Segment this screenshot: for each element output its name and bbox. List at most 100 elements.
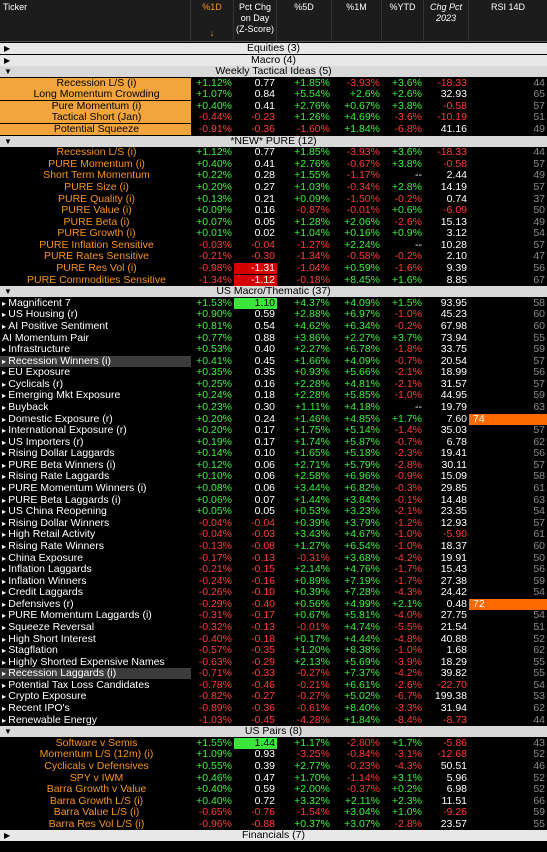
table-row[interactable]: Potential Squeeze -0.91% -0.36 -1.60% +1.84%…: [0, 124, 547, 136]
table-row[interactable]: ▸ Recession Winners (i) +0.41% 0.45 +1.66% +…: [0, 355, 547, 367]
table-row[interactable]: ▸ International Exposure (r) +0.20% 0.17 +1…: [0, 425, 547, 436]
expand-triangle-icon[interactable]: ▸: [2, 484, 9, 494]
ticker-name[interactable]: ▸ AI Positive Sentiment: [0, 321, 191, 332]
expand-triangle-icon[interactable]: ▸: [2, 657, 9, 667]
table-row[interactable]: AI Momentum Pair +0.77% 0.88 +3.86% +2.27% +3…: [0, 333, 547, 344]
ticker-name[interactable]: Pure Momentum (i): [0, 100, 191, 112]
ticker-name[interactable]: ▸ Stagflation: [0, 645, 191, 656]
table-row[interactable]: ▸ Rising Dollar Winners -0.04% -0.04 +0.39%…: [0, 518, 547, 529]
table-row[interactable]: PURE Value (i) +0.09% 0.16 -0.87% -0.01% +0.6…: [0, 205, 547, 216]
expand-triangle-icon[interactable]: ▸: [2, 437, 9, 447]
expand-triangle-icon[interactable]: ▸: [2, 379, 9, 389]
expand-triangle-icon[interactable]: ▸: [2, 310, 9, 320]
expand-triangle-icon[interactable]: ▸: [2, 495, 9, 505]
ticker-name[interactable]: ▸ US Importers (r): [0, 437, 191, 448]
ticker-name[interactable]: ▸ Recession Laggards (i): [0, 668, 191, 680]
table-row[interactable]: PURE Res Vol (i) -0.98% -1.31 -1.04% +0.59% -…: [0, 263, 547, 275]
ticker-name[interactable]: PURE Commodities Sensitive: [0, 275, 191, 286]
ticker-name[interactable]: ▸ PURE Beta Winners (i): [0, 460, 191, 471]
expand-triangle-icon[interactable]: ▸: [2, 599, 9, 609]
section-header[interactable]: ▶ Equities (3): [0, 43, 547, 54]
section-header[interactable]: ▶ Macro (4): [0, 54, 547, 66]
ticker-name[interactable]: PURE Res Vol (i): [0, 263, 191, 274]
expand-triangle-icon[interactable]: ▸: [2, 565, 9, 575]
table-row[interactable]: ▸ Renewable Energy -1.03% -0.45 -4.28% +1.84…: [0, 715, 547, 726]
expand-triangle-icon[interactable]: ▸: [2, 623, 9, 632]
table-row[interactable]: ▸ China Exposure -0.17% -0.13 -0.31% +3.68% -…: [0, 553, 547, 564]
table-row[interactable]: PURE Beta (i) +0.07% 0.05 +1.28% +2.06% -2.6%…: [0, 217, 547, 228]
ticker-name[interactable]: ▸ Emerging Mkt Exposure: [0, 390, 191, 401]
table-row[interactable]: ▸ High Retail Activity -0.04% -0.03 +3.43% +…: [0, 529, 547, 540]
table-row[interactable]: ▸ PURE Momentum Laggards (i) -0.31% -0.17 +…: [0, 610, 547, 621]
collapse-triangle-icon[interactable]: ▼: [4, 67, 12, 77]
collapse-triangle-icon[interactable]: ▼: [4, 727, 12, 737]
table-row[interactable]: PURE Growth (i) +0.01% 0.02 +1.04% +0.16% +0.…: [0, 228, 547, 239]
table-row[interactable]: ▸ Stagflation -0.57% -0.35 +1.20% +8.38% -1.0…: [0, 645, 547, 656]
ticker-name[interactable]: PURE Inflation Sensitive: [0, 240, 191, 251]
table-row[interactable]: ▸ Inflation Laggards -0.21% -0.15 +2.14% +4.…: [0, 564, 547, 575]
table-row[interactable]: ▸ PURE Beta Laggards (i) +0.06% 0.07 +1.44%…: [0, 495, 547, 506]
ticker-name[interactable]: ▸ High Retail Activity: [0, 529, 191, 540]
table-row[interactable]: ▸ Rising Rate Laggards +0.10% 0.06 +2.58% +6…: [0, 471, 547, 482]
ticker-name[interactable]: Momentum L/S (12m) (i): [0, 749, 191, 760]
table-row[interactable]: ▸ Inflation Winners -0.24% -0.16 +0.89% +7.1…: [0, 576, 547, 587]
table-row[interactable]: ▸ Highly Shorted Expensive Names -0.63% -0…: [0, 657, 547, 668]
table-row[interactable]: Long Momentum Crowding +1.07% 0.84 +5.54% +2…: [0, 89, 547, 101]
table-row[interactable]: Barra Value L/S (i) -0.65% -0.76 -1.54% +3.0…: [0, 807, 547, 818]
table-row[interactable]: ▸ Buyback +0.23% 0.30 +1.11% +4.18% -- 19.79 63: [0, 402, 547, 413]
expand-triangle-icon[interactable]: ▸: [2, 634, 9, 644]
expand-triangle-icon[interactable]: ▸: [2, 530, 9, 540]
ticker-name[interactable]: ▸ High Short Interest: [0, 634, 191, 645]
header-ticker[interactable]: Ticker: [0, 0, 191, 41]
table-row[interactable]: ▸ US Housing (r) +0.90% 0.59 +2.88% +6.97% -1…: [0, 309, 547, 320]
ticker-name[interactable]: Barra Value L/S (i): [0, 807, 191, 818]
ticker-name[interactable]: ▸ Highly Shorted Expensive Names: [0, 657, 191, 668]
table-row[interactable]: ▸ Emerging Mkt Exposure +0.24% 0.18 +2.28% +…: [0, 390, 547, 401]
expand-triangle-icon[interactable]: ▶: [4, 831, 11, 841]
header-zscore[interactable]: Pct Chg on Day (Z-Score): [234, 0, 277, 41]
table-row[interactable]: ▸ Credit Laggards -0.26% -0.10 +0.39% +7.28%…: [0, 587, 547, 598]
expand-triangle-icon[interactable]: ▸: [2, 692, 9, 702]
table-row[interactable]: ▸ Rising Dollar Laggards +0.14% 0.10 +1.65%…: [0, 448, 547, 459]
expand-triangle-icon[interactable]: ▸: [2, 680, 9, 690]
ticker-name[interactable]: PURE Value (i): [0, 205, 191, 216]
table-row[interactable]: ▸ AI Positive Sentiment +0.81% 0.54 +4.62% +…: [0, 321, 547, 332]
table-row[interactable]: PURE Quality (i) +0.13% 0.21 +0.09% -1.50% -0…: [0, 194, 547, 205]
ticker-name[interactable]: ▸ Defensives (r): [0, 599, 191, 610]
ticker-name[interactable]: ▸ Potential Tax Loss Candidates: [0, 680, 191, 691]
collapse-triangle-icon[interactable]: ▼: [4, 287, 12, 297]
table-row[interactable]: ▸ Potential Tax Loss Candidates -0.78% -0.…: [0, 680, 547, 691]
ticker-name[interactable]: ▸ Squeeze Reversal: [0, 622, 191, 633]
ticker-name[interactable]: ▸ International Exposure (r): [0, 425, 191, 436]
ticker-name[interactable]: ▸ Inflation Laggards: [0, 564, 191, 575]
section-header[interactable]: ▶ Financials (7): [0, 830, 547, 842]
ticker-name[interactable]: SPY v IWM: [0, 773, 191, 784]
expand-triangle-icon[interactable]: ▸: [2, 298, 9, 308]
ticker-name[interactable]: ▸ Recession Winners (i): [0, 355, 191, 367]
table-row[interactable]: ▸ EU Exposure +0.35% 0.35 +0.93% +5.66% -2.1%…: [0, 367, 547, 378]
ticker-name[interactable]: Recession L/S (i): [0, 77, 191, 89]
ticker-name[interactable]: ▸ Rising Dollar Laggards: [0, 448, 191, 459]
table-row[interactable]: Pure Momentum (i) +0.40% 0.41 +2.76% +0.67% +…: [0, 100, 547, 112]
ticker-name[interactable]: ▸ China Exposure: [0, 553, 191, 564]
expand-triangle-icon[interactable]: ▸: [2, 507, 9, 517]
ticker-name[interactable]: ▸ Credit Laggards: [0, 587, 191, 598]
ticker-name[interactable]: ▸ PURE Beta Laggards (i): [0, 495, 191, 506]
ticker-name[interactable]: ▸ Magnificent 7: [0, 298, 191, 309]
ticker-name[interactable]: ▸ Domestic Exposure (r): [0, 414, 191, 425]
expand-triangle-icon[interactable]: ▸: [2, 391, 9, 401]
expand-triangle-icon[interactable]: ▶: [4, 44, 11, 53]
ticker-name[interactable]: ▸ EU Exposure: [0, 367, 191, 378]
table-row[interactable]: ▸ High Short Interest -0.40% -0.18 +0.17% +4…: [0, 634, 547, 645]
ticker-name[interactable]: ▸ US China Reopening: [0, 506, 191, 517]
table-row[interactable]: ▸ Cyclicals (r) +0.25% 0.16 +2.28% +4.81% -2.…: [0, 379, 547, 390]
ticker-name[interactable]: Potential Squeeze: [0, 124, 191, 136]
expand-triangle-icon[interactable]: ▸: [2, 611, 9, 621]
expand-triangle-icon[interactable]: ▸: [2, 646, 9, 656]
ticker-name[interactable]: Short Term Momentum: [0, 170, 191, 181]
table-row[interactable]: ▸ Crypto Exposure -0.82% -0.27 -0.27% +5.02%…: [0, 691, 547, 702]
expand-triangle-icon[interactable]: ▸: [2, 588, 9, 598]
table-row[interactable]: PURE Commodities Sensitive -1.34% -1.12 -0.…: [0, 274, 547, 286]
ticker-name[interactable]: Barra Res Vol L/S (i): [0, 819, 191, 830]
table-row[interactable]: Software v Semis +1.55% 1.44 +1.17% -2.80% +1…: [0, 737, 547, 749]
